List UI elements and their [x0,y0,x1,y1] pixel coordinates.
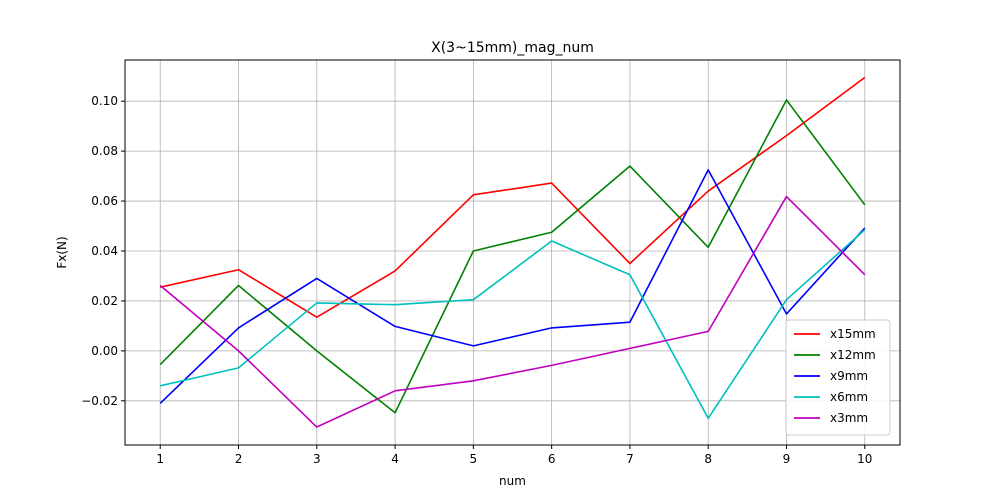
x-tick-label: 9 [783,452,791,466]
x-axis-ticks: 1 2 3 4 5 6 7 8 9 10 [156,445,872,466]
grid [125,60,900,445]
y-tick-label: −0.02 [81,394,118,408]
x-tick-label: 2 [235,452,243,466]
chart-title: X(3~15mm)_mag_num [431,40,594,56]
y-tick-label: 0.02 [91,294,118,308]
x-tick-label: 5 [470,452,478,466]
y-axis-label: Fx(N) [55,236,69,268]
legend-label-x15mm: x15mm [830,327,876,341]
x-axis-label: num [499,474,526,488]
legend: x15mm x12mm x9mm x6mm x3mm [785,319,891,436]
plot-area-frame [124,59,901,446]
x-tick-label: 6 [548,452,556,466]
y-tick-label: 0.08 [91,144,118,158]
x-tick-label: 8 [704,452,712,466]
y-tick-label: 0.06 [91,194,118,208]
legend-box [785,319,891,436]
legend-label-x6mm: x6mm [830,390,868,404]
series-line-x3mm [159,195,866,428]
y-tick-label: 0.00 [91,344,118,358]
x-tick-label: 3 [313,452,321,466]
series-line-x9mm [159,169,866,404]
series-line-x15mm [160,76,866,318]
y-axis-ticks: −0.02 0.00 0.02 0.04 0.06 0.08 0.10 [81,94,125,408]
legend-label-x9mm: x9mm [830,369,868,383]
x-tick-label: 10 [857,452,872,466]
series-lines [159,76,866,428]
y-tick-label: 0.10 [91,94,118,108]
x-tick-label: 7 [626,452,634,466]
legend-label-x12mm: x12mm [830,348,876,362]
x-tick-label: 1 [156,452,164,466]
series-line-x12mm [159,99,866,414]
x-tick-label: 4 [391,452,399,466]
y-tick-label: 0.04 [91,244,118,258]
legend-label-x3mm: x3mm [830,411,868,425]
series-line-x6mm [160,229,866,420]
